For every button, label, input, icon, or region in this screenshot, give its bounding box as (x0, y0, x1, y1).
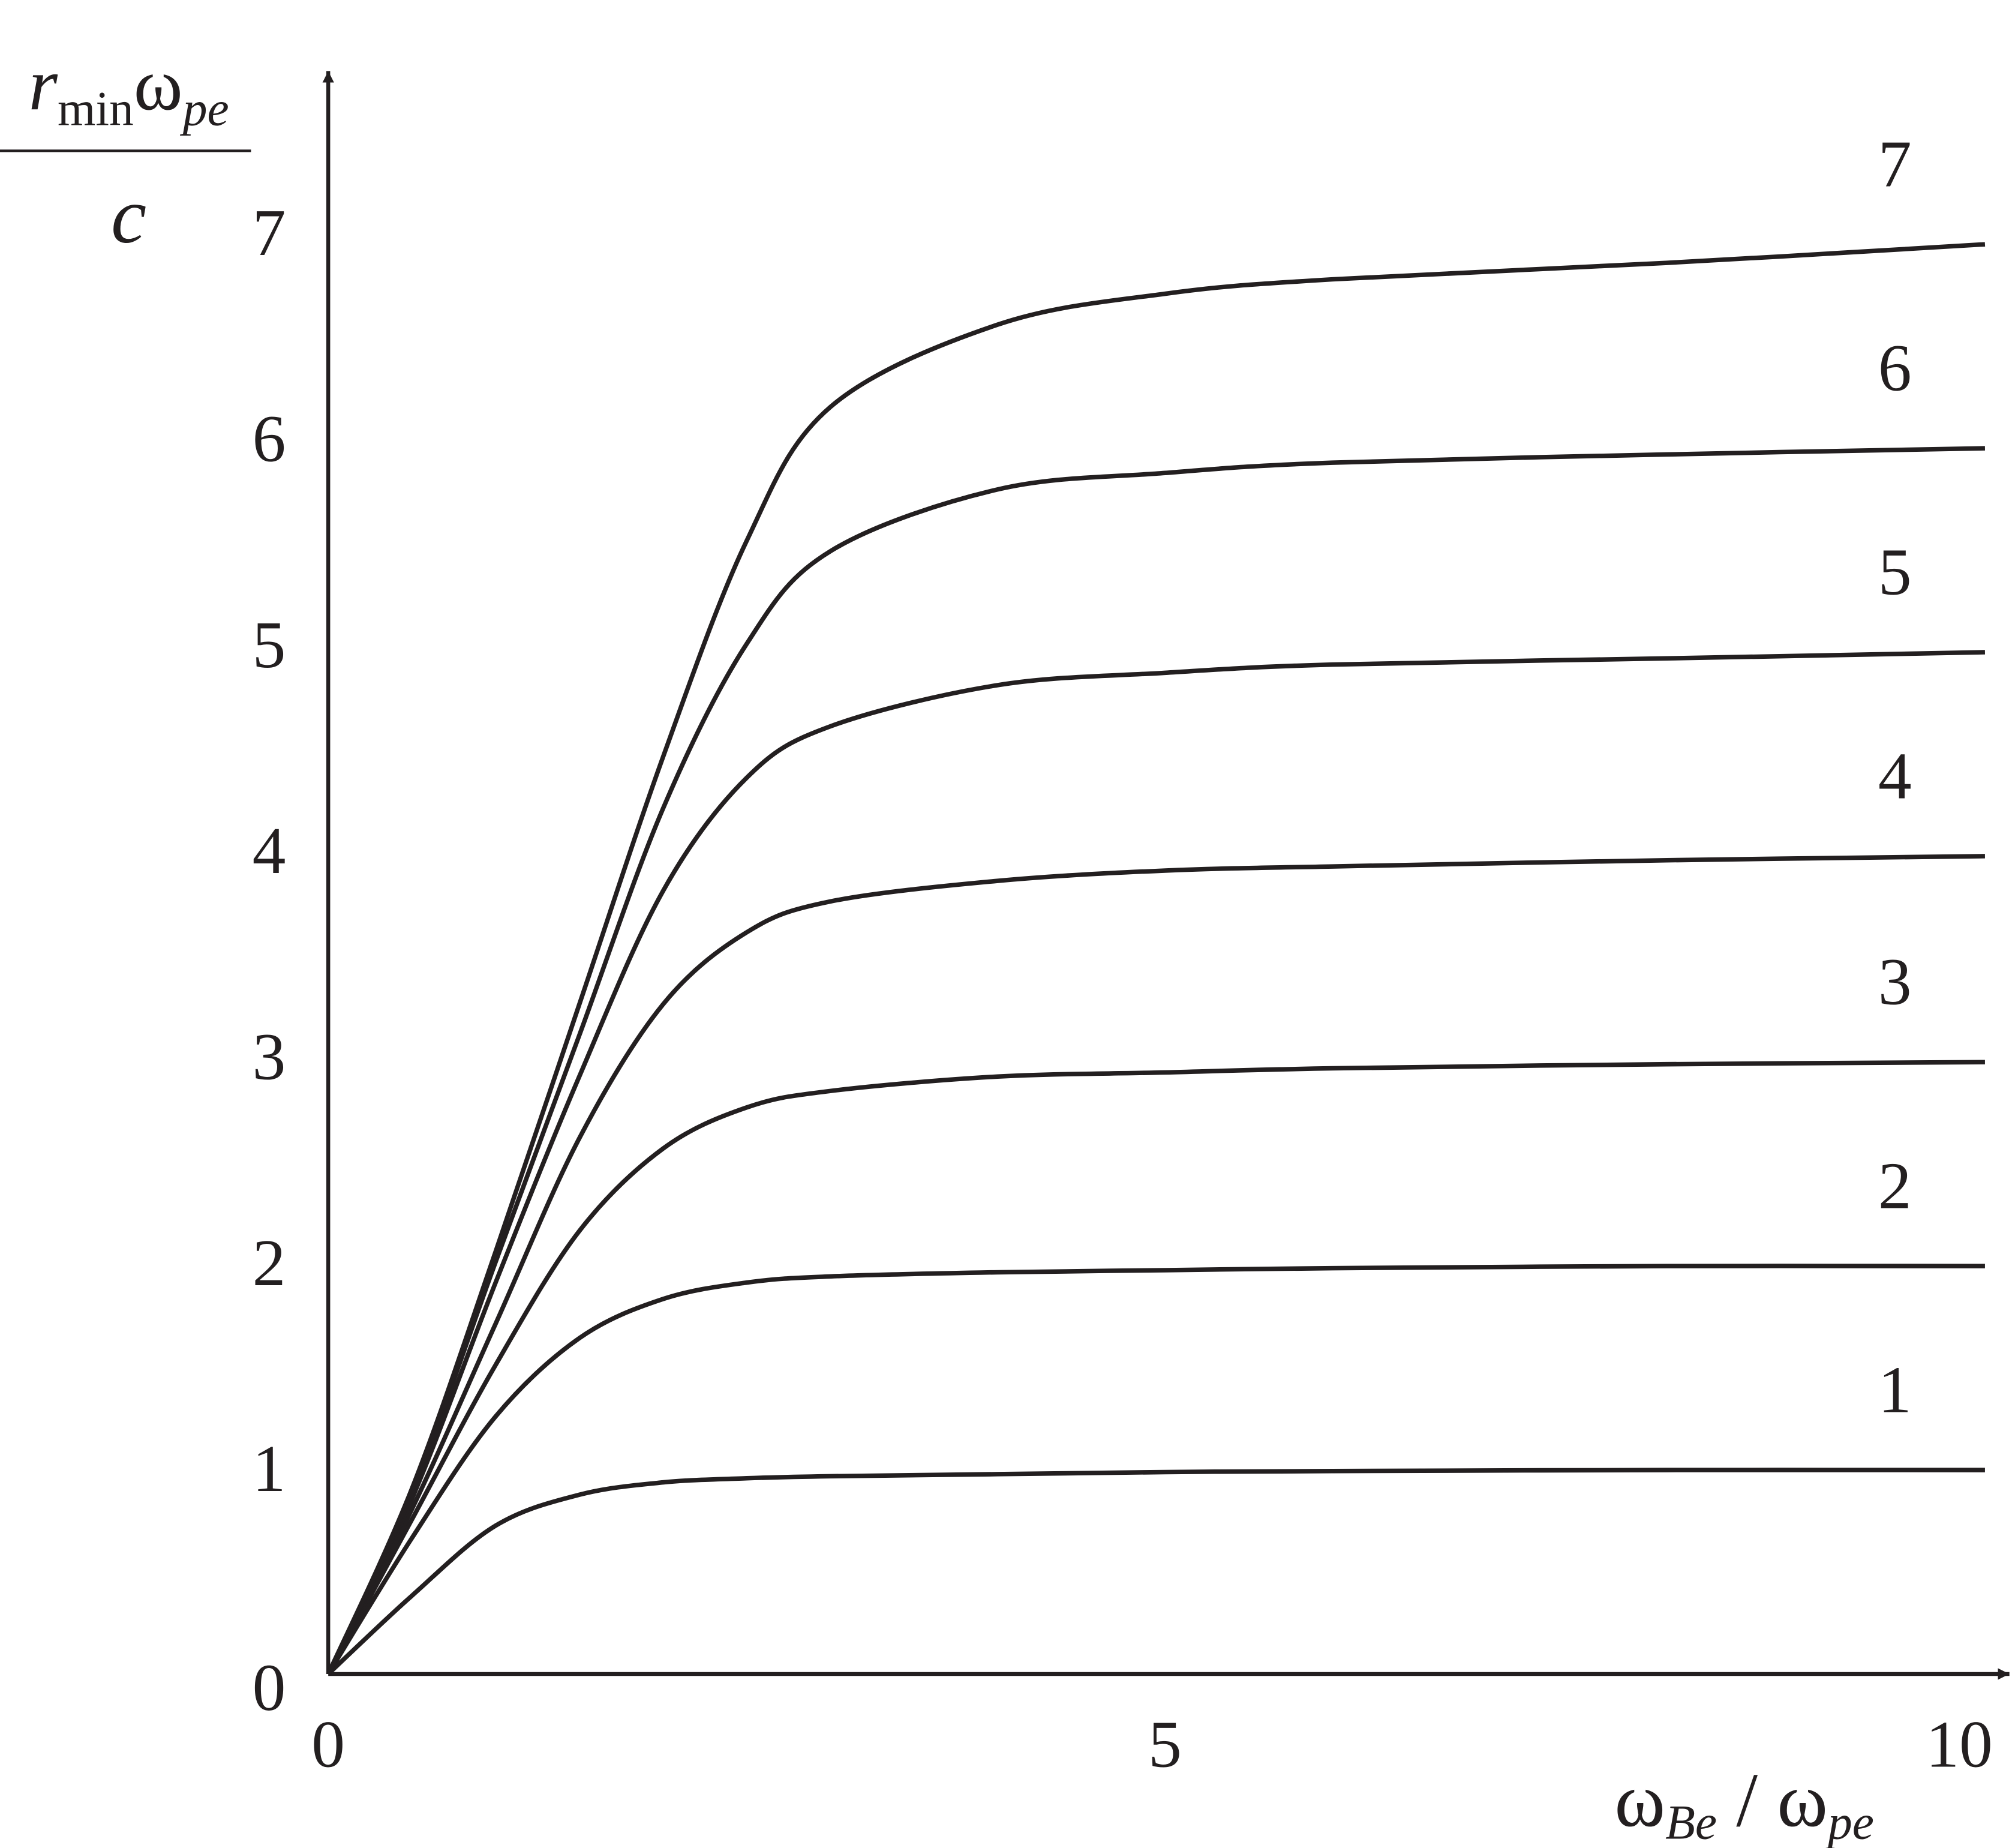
y-tick-label: 1 (253, 1432, 286, 1506)
line-series (326, 1060, 1985, 1675)
y-label-denominator: c (111, 171, 146, 260)
x-tick-label: 5 (1148, 1708, 1182, 1781)
x-label-part: Be (1665, 1795, 1717, 1848)
series-label: 3 (1878, 946, 1912, 1019)
series-label: 2 (1878, 1150, 1912, 1223)
y-tick-label: 4 (253, 814, 286, 888)
y-tick-label: 2 (253, 1226, 286, 1300)
line-series (326, 650, 1986, 1675)
series-label: 5 (1878, 535, 1912, 609)
y-label-numerator: rminωpe (29, 43, 229, 136)
y-tick-label: 6 (253, 403, 286, 476)
y-tick-label: 0 (253, 1651, 286, 1725)
line-series (326, 446, 1986, 1675)
plot-area: 0 1 2 3 4 5 6 7 0 5 10 1 2 3 4 5 6 7 (253, 71, 2010, 1781)
y-label-part: r (29, 43, 58, 126)
line-series (326, 1264, 1985, 1675)
line-series (326, 854, 1985, 1675)
x-tick-label: 10 (1926, 1708, 1993, 1781)
line-series (326, 242, 1986, 1675)
y-tick-label: 3 (253, 1021, 286, 1094)
y-tick-label: 5 (253, 608, 286, 682)
x-label-part: ω (1614, 1757, 1665, 1843)
series-label: 4 (1878, 739, 1912, 813)
y-label-part: min (58, 81, 134, 136)
x-tick-label: 0 (311, 1708, 345, 1781)
series-label: 1 (1878, 1354, 1912, 1427)
y-label-part: ω (134, 43, 183, 126)
y-tick-label: 7 (253, 196, 286, 270)
series-label: 6 (1878, 332, 1912, 406)
x-label-part: / ω (1717, 1757, 1828, 1843)
y-label-part: pe (180, 81, 229, 136)
line-series (326, 1468, 1985, 1676)
x-label-part: pe (1825, 1795, 1874, 1848)
x-label: ωBe / ωpe (1614, 1757, 1874, 1848)
series-label: 7 (1878, 128, 1912, 202)
